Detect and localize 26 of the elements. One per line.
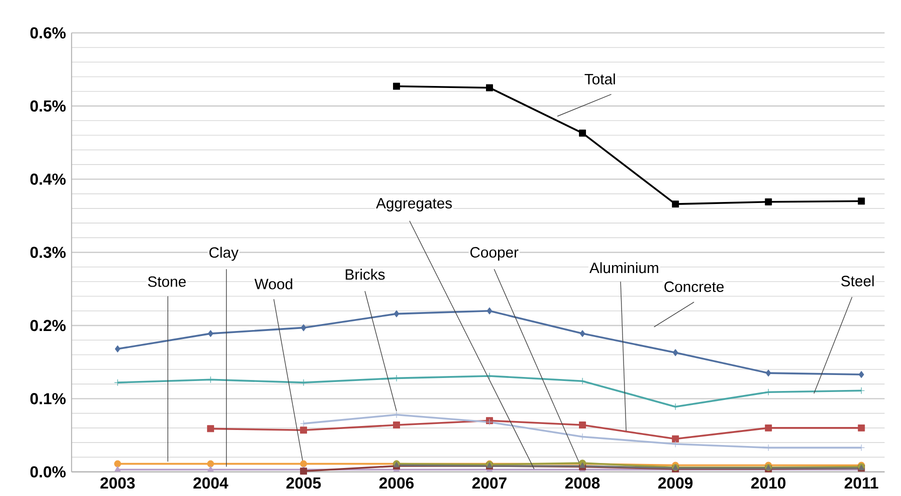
text: Aggregates [376,198,452,212]
x-tick-label: 2011 [844,477,878,489]
text: Aluminium [589,262,658,274]
x-tick-label: 2004 [193,477,228,489]
text: Cooper [470,247,518,261]
x-tick-label: 2009 [658,477,693,489]
text: Steel [841,275,874,286]
x-tick-label: 2007 [472,477,506,489]
y-tick-label: 0.3% [30,246,66,258]
y-tick-label: 0.0% [30,466,66,478]
text: Clay [209,246,239,261]
x-tick-label: 2008 [565,477,600,489]
text: Wood [254,278,292,290]
y-tick-label: 0.2% [30,320,66,332]
x-tick-label: 2005 [286,477,321,489]
y-tick-label: 0.5% [30,100,66,112]
y-tick-label: 0.6% [30,27,66,38]
text: Total [584,73,615,84]
text: Concrete [664,281,724,292]
y-tick-label: 0.1% [30,393,66,404]
x-tick-label: 2010 [751,477,786,489]
x-tick-label: 2006 [379,477,414,489]
x-tick-label: 2003 [100,477,135,489]
text: Bricks [346,268,385,280]
y-tick-label: 0.4% [30,174,66,185]
text: Stone [148,276,186,287]
